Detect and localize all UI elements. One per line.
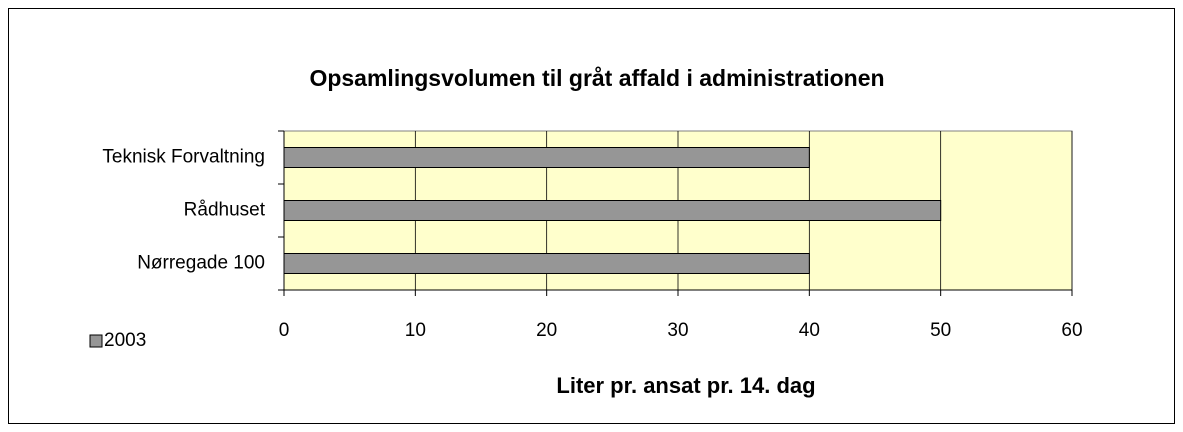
y-tick-label: Teknisk Forvaltning [102,147,265,168]
y-tick-label: Rådhuset [184,200,266,221]
legend-label: 2003 [104,330,146,351]
chart-title: Opsamlingsvolumen til gråt affald i admi… [309,65,884,91]
x-tick-label: 20 [536,320,557,341]
x-axis-title: Liter pr. ansat pr. 14. dag [556,373,815,398]
y-tick-label: Nørregade 100 [137,253,265,274]
bar [283,147,810,168]
bar [283,200,942,221]
x-tick-label: 10 [405,320,426,341]
x-tick-label: 50 [930,320,951,341]
x-tick-label: 40 [799,320,820,341]
x-tick-label: 30 [667,320,688,341]
legend-swatch [89,334,103,348]
x-tick-label: 60 [1061,320,1082,341]
x-tick-label: 0 [279,320,290,341]
bar [283,253,810,274]
